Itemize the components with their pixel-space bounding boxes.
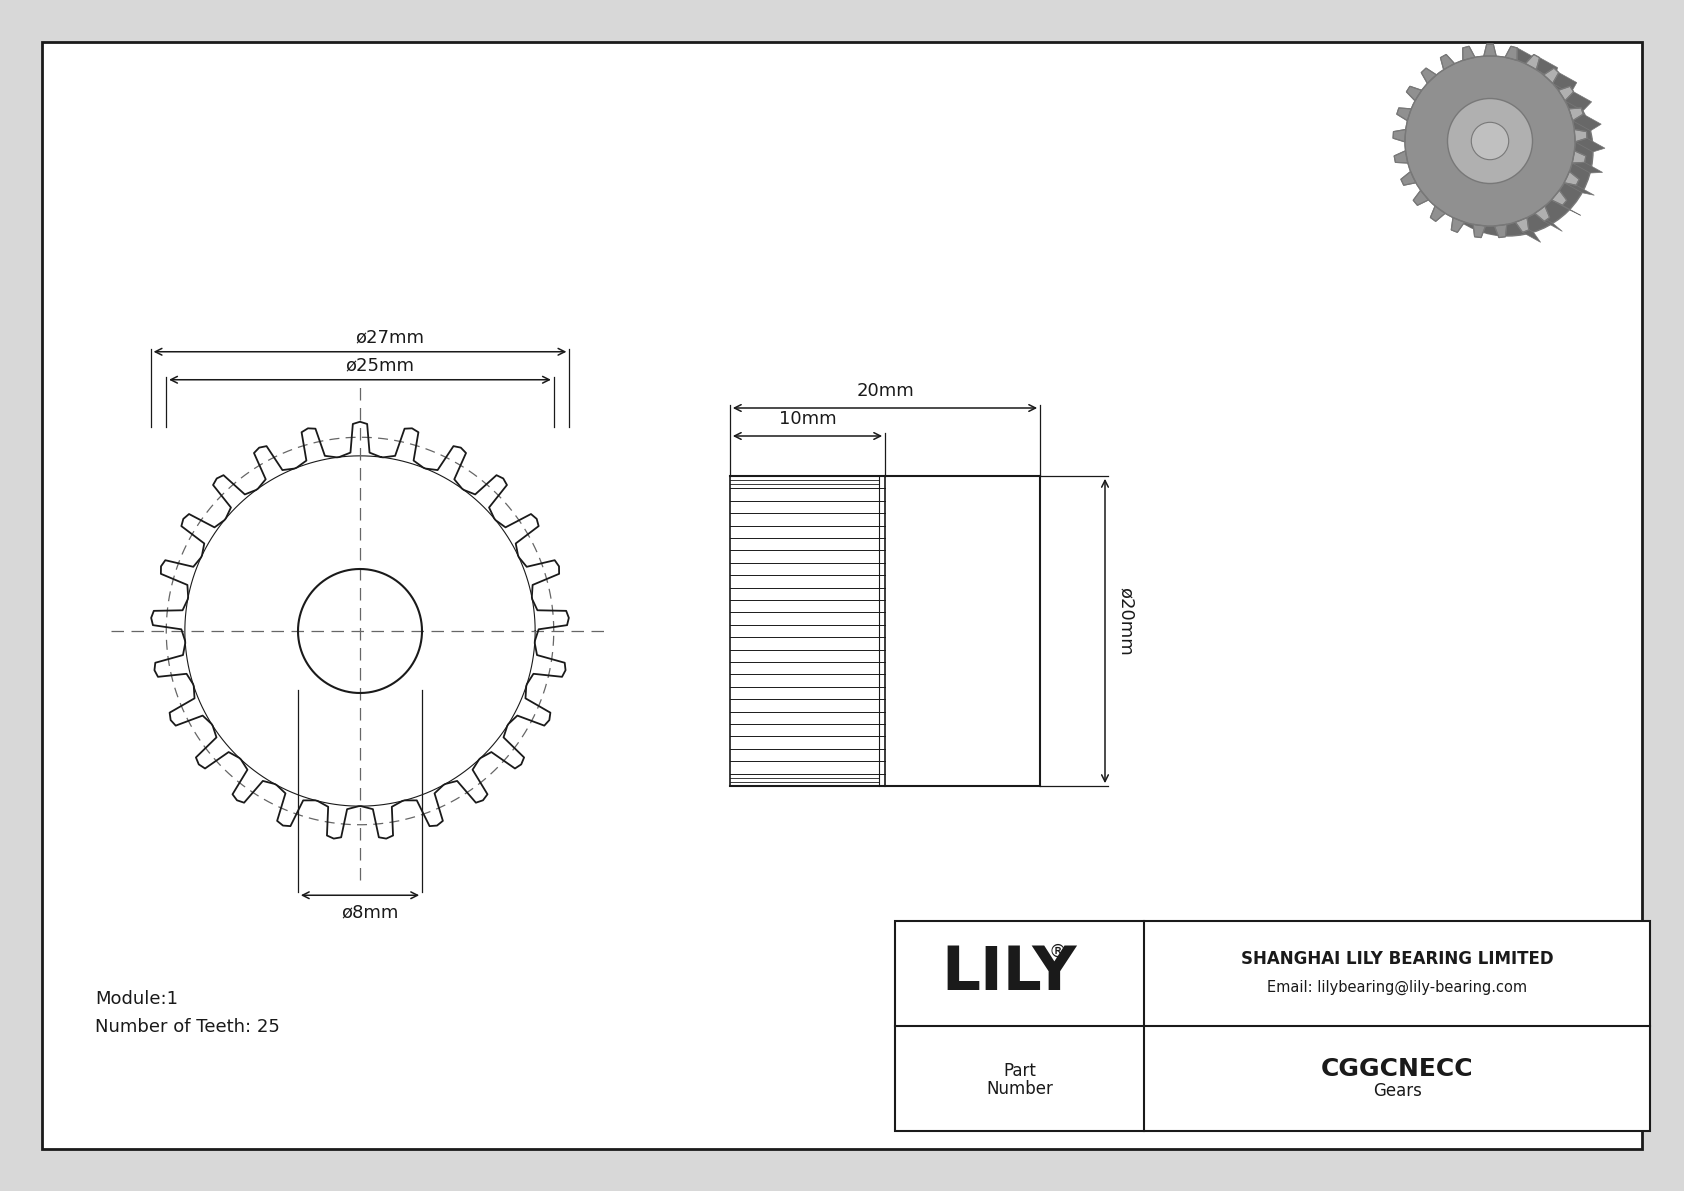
Circle shape: [1472, 123, 1509, 160]
Text: Gears: Gears: [1372, 1081, 1421, 1099]
Polygon shape: [1463, 58, 1490, 70]
Circle shape: [1448, 99, 1532, 183]
Text: Email: lilybearing@lily-bearing.com: Email: lilybearing@lily-bearing.com: [1266, 980, 1527, 996]
Polygon shape: [1463, 46, 1475, 61]
Polygon shape: [1564, 182, 1595, 195]
Polygon shape: [1472, 224, 1499, 236]
Bar: [894, 921, 1650, 1131]
Polygon shape: [1438, 68, 1463, 83]
Polygon shape: [1573, 162, 1603, 173]
Polygon shape: [1447, 214, 1472, 229]
Polygon shape: [1534, 213, 1563, 231]
Polygon shape: [1544, 68, 1559, 83]
Polygon shape: [1404, 127, 1425, 146]
Polygon shape: [1396, 108, 1411, 120]
Polygon shape: [1558, 86, 1573, 101]
Polygon shape: [1480, 225, 1507, 236]
Polygon shape: [1575, 138, 1605, 152]
Polygon shape: [1431, 202, 1457, 219]
Polygon shape: [1438, 208, 1463, 224]
Polygon shape: [1455, 218, 1480, 231]
Polygon shape: [1569, 108, 1583, 120]
Polygon shape: [1408, 110, 1430, 129]
Text: ø8mm: ø8mm: [342, 903, 399, 922]
Text: Number of Teeth: 25: Number of Teeth: 25: [94, 1018, 280, 1036]
Polygon shape: [1406, 86, 1421, 101]
Polygon shape: [1447, 64, 1472, 79]
Polygon shape: [1430, 206, 1445, 222]
Text: ø27mm: ø27mm: [355, 329, 424, 347]
Polygon shape: [1404, 145, 1425, 164]
Text: Number: Number: [987, 1079, 1052, 1097]
Polygon shape: [1480, 56, 1507, 67]
Polygon shape: [1573, 114, 1601, 131]
Polygon shape: [1411, 101, 1433, 119]
Polygon shape: [1408, 163, 1430, 182]
Polygon shape: [1452, 218, 1465, 232]
Polygon shape: [1484, 44, 1497, 56]
Polygon shape: [1425, 197, 1450, 213]
Polygon shape: [1517, 48, 1536, 70]
Text: ø20mm: ø20mm: [1116, 587, 1135, 655]
Polygon shape: [1401, 172, 1416, 186]
Polygon shape: [1420, 86, 1443, 104]
Polygon shape: [1440, 55, 1455, 70]
Polygon shape: [1421, 68, 1436, 83]
Polygon shape: [1573, 151, 1586, 163]
Polygon shape: [1472, 56, 1499, 68]
Circle shape: [1404, 56, 1575, 226]
Text: 20mm: 20mm: [855, 382, 914, 400]
Polygon shape: [1394, 151, 1408, 163]
Text: Part: Part: [1004, 1061, 1036, 1079]
Polygon shape: [1534, 206, 1549, 222]
Polygon shape: [1494, 224, 1507, 237]
Polygon shape: [1425, 80, 1450, 96]
Polygon shape: [1420, 188, 1443, 206]
Polygon shape: [1431, 74, 1457, 89]
Polygon shape: [1463, 222, 1490, 233]
Polygon shape: [1564, 92, 1591, 111]
Polygon shape: [1551, 191, 1566, 205]
Polygon shape: [1516, 218, 1529, 232]
Polygon shape: [1406, 155, 1426, 174]
Polygon shape: [1516, 222, 1541, 242]
Polygon shape: [1564, 172, 1580, 186]
Text: CGGCNECC: CGGCNECC: [1320, 1056, 1474, 1080]
Text: Module:1: Module:1: [94, 990, 179, 1008]
Polygon shape: [1553, 73, 1576, 93]
Circle shape: [1404, 56, 1575, 226]
Text: ®: ®: [1049, 942, 1066, 960]
Text: ø25mm: ø25mm: [345, 357, 414, 375]
Polygon shape: [1474, 224, 1485, 237]
Polygon shape: [1415, 181, 1438, 199]
Polygon shape: [1526, 55, 1539, 70]
Polygon shape: [1413, 191, 1428, 205]
Polygon shape: [1551, 200, 1581, 216]
Polygon shape: [1411, 173, 1433, 191]
Polygon shape: [1505, 46, 1517, 61]
Polygon shape: [1455, 61, 1480, 74]
Text: 10mm: 10mm: [778, 410, 837, 428]
Text: LILY: LILY: [941, 944, 1078, 1003]
Polygon shape: [1536, 57, 1558, 80]
Polygon shape: [1415, 93, 1438, 111]
Polygon shape: [1575, 130, 1586, 142]
Polygon shape: [1404, 137, 1423, 156]
Polygon shape: [1393, 130, 1406, 142]
Polygon shape: [1406, 118, 1426, 137]
Text: SHANGHAI LILY BEARING LIMITED: SHANGHAI LILY BEARING LIMITED: [1241, 950, 1553, 968]
Circle shape: [1423, 66, 1593, 236]
